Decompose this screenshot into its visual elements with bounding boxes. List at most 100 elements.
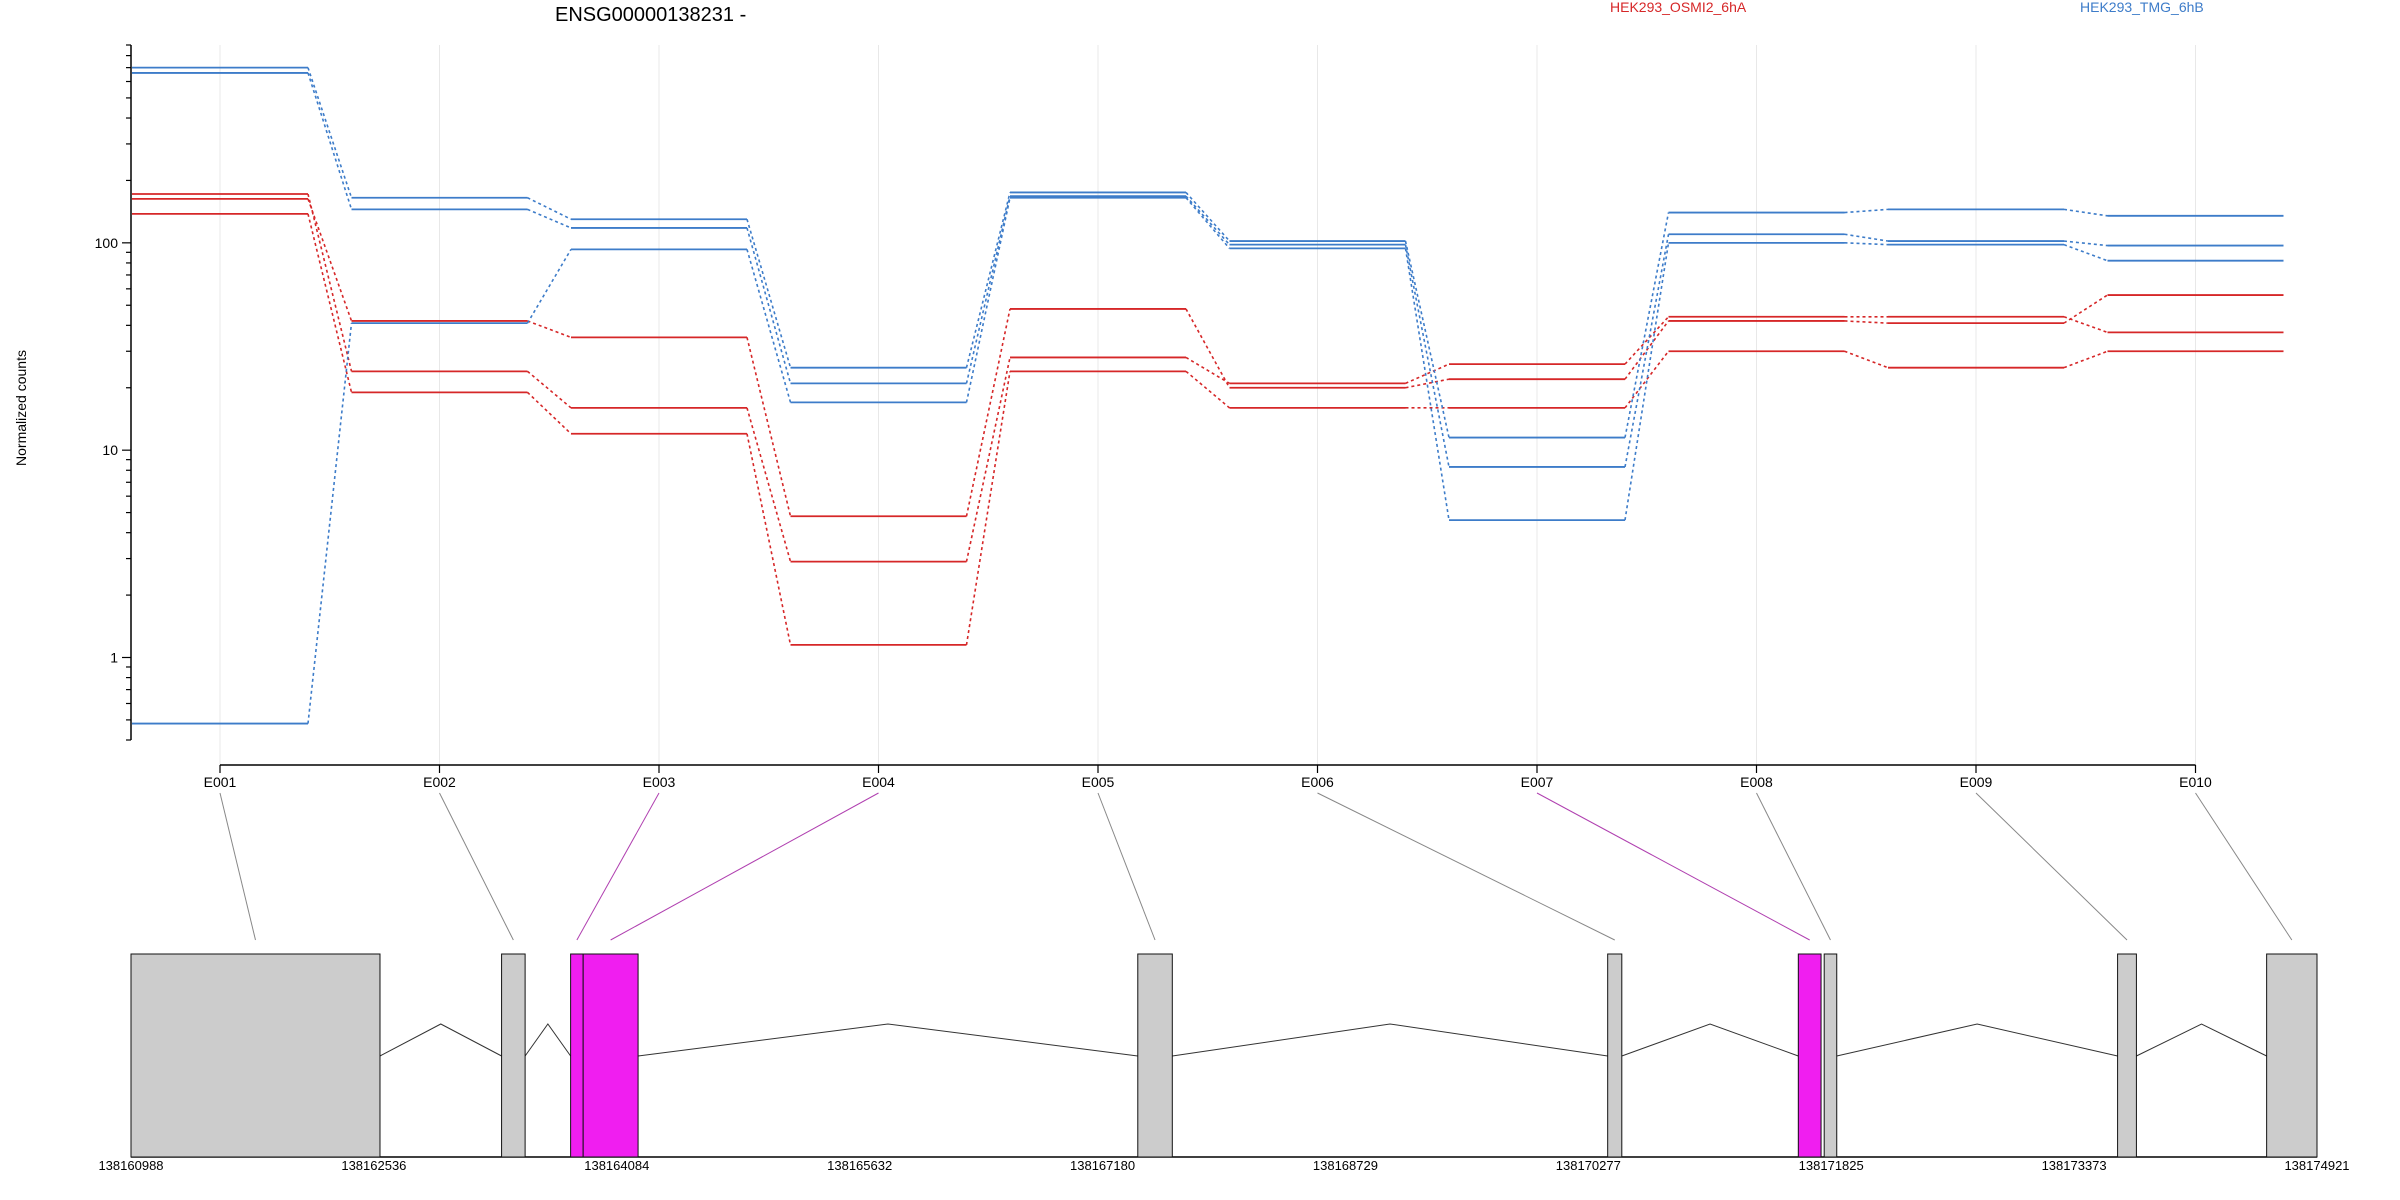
series-0-link-0 [307, 193, 353, 372]
intron-5 [1172, 1023, 1608, 1057]
series-3-link-3 [965, 192, 1011, 368]
genomic-coordinate-label: 138160988 [98, 1158, 163, 1173]
series-0-link-1 [526, 370, 572, 409]
y-tick-label-10: 10 [102, 442, 118, 458]
exon-e004 [582, 953, 639, 1158]
exon-e009 [2117, 953, 2137, 1158]
series-1-link-7 [1844, 320, 1889, 324]
series-lines [132, 66, 2284, 725]
exon-e003 [570, 953, 584, 1158]
connector-e008 [1756, 792, 1831, 941]
exon-e006 [1607, 953, 1623, 1158]
series-4-link-3 [965, 195, 1011, 384]
x-tick-label-e006: E006 [1301, 774, 1334, 790]
genomic-coordinate-label: 138173373 [2042, 1158, 2107, 1173]
series-3-link-7 [1844, 208, 1889, 214]
gene-model: 138160988 138162536 138164084 138165632 1381… [98, 953, 2350, 1173]
series-1-link-3 [965, 308, 1011, 517]
genomic-coordinate-label: 138171825 [1799, 1158, 1864, 1173]
genomic-coordinate-label: 138170277 [1556, 1158, 1621, 1173]
axes: 1 10 100 E001 E002 E003 E004 E005 E006 E007 E008 E0… [95, 44, 2212, 790]
series-2-link-0 [307, 213, 353, 393]
connector-e006 [1317, 792, 1615, 941]
connector-e004 [610, 792, 879, 941]
connector-e002 [439, 792, 514, 941]
series-5-link-3 [965, 197, 1011, 403]
x-tick-label-e004: E004 [862, 774, 895, 790]
series-1-link-6 [1624, 320, 1670, 380]
series-0-link-5 [1405, 363, 1450, 385]
chart-title: ENSG00000138231 - [555, 4, 746, 26]
series-4-link-2 [746, 227, 792, 384]
series-4-link-1 [527, 208, 572, 229]
genomic-coordinate-label: 138162536 [341, 1158, 406, 1173]
series-0-link-6 [1624, 316, 1670, 365]
series-1-link-5 [1405, 378, 1450, 389]
series-3-link-2 [746, 218, 792, 368]
series-5-link-2 [746, 249, 792, 403]
legend-entry-tmg: HEK293_TMG_6hB [2080, 0, 2204, 15]
series-2-link-2 [746, 433, 792, 646]
x-tick-label-e009: E009 [1960, 774, 1993, 790]
exon-e008 [1823, 953, 1838, 1158]
series-1-link-1 [527, 320, 572, 339]
series-5-link-0 [307, 323, 353, 724]
connector-e003 [576, 792, 660, 941]
x-tick-label-e007: E007 [1521, 774, 1554, 790]
series-4-link-6 [1624, 234, 1670, 468]
series-3-link-6 [1624, 212, 1670, 438]
intron-1 [379, 1023, 502, 1057]
x-tick-label-e002: E002 [423, 774, 456, 790]
genomic-coordinate-label: 138168729 [1313, 1158, 1378, 1173]
series-2-link-8 [2063, 350, 2108, 369]
genomic-coordinate-label: 138164084 [584, 1158, 649, 1173]
intron-6 [1621, 1023, 1799, 1057]
series-0-link-3 [965, 357, 1011, 562]
intron-9 [2136, 1023, 2267, 1057]
intron-4 [638, 1023, 1138, 1057]
genomic-coordinate-label: 138167180 [1070, 1158, 1135, 1173]
connector-e010 [2195, 792, 2293, 941]
y-tick-label-1: 1 [110, 649, 118, 665]
series-5-link-7 [1844, 242, 1889, 246]
series-5-link-6 [1624, 242, 1670, 521]
series-2-link-3 [965, 371, 1011, 646]
series-1-link-0 [307, 198, 353, 322]
series-4-link-0 [307, 72, 353, 210]
series-4-link-4 [1185, 195, 1231, 246]
x-tick-label-e001: E001 [204, 774, 237, 790]
series-5-link-4 [1185, 197, 1231, 249]
series-2-link-4 [1185, 370, 1231, 409]
connector-e001 [219, 792, 256, 941]
bin-to-exon-connectors [219, 792, 2293, 941]
connector-e005 [1097, 792, 1156, 941]
genomic-coordinate-label: 138165632 [827, 1158, 892, 1173]
x-gridlines [219, 45, 2196, 765]
x-tick-label-e010: E010 [2179, 774, 2212, 790]
series-5-link-1 [526, 248, 572, 324]
connector-e007 [1536, 792, 1810, 941]
exon-e007 [1797, 953, 1822, 1158]
y-axis-label: Normalized counts [13, 350, 29, 466]
exon-e001 [130, 953, 381, 1158]
series-0-link-2 [746, 407, 792, 562]
series-4-link-5 [1404, 244, 1450, 468]
x-tick-label-e003: E003 [643, 774, 676, 790]
series-2-link-1 [526, 391, 572, 435]
series-5-link-8 [2063, 243, 2108, 262]
exon-e010 [2266, 953, 2318, 1158]
exon-e002 [501, 953, 526, 1158]
genomic-coordinate-label: 138174921 [2284, 1158, 2349, 1173]
x-tick-label-e005: E005 [1082, 774, 1115, 790]
series-4-link-7 [1844, 233, 1889, 242]
connector-e009 [1975, 792, 2128, 941]
series-3-link-1 [527, 197, 572, 220]
series-3-link-8 [2063, 208, 2108, 217]
series-4-link-8 [2063, 240, 2108, 247]
intron-2 [524, 1023, 572, 1057]
series-3-link-0 [307, 67, 353, 199]
y-tick-label-100: 100 [95, 235, 119, 251]
series-5-link-5 [1404, 248, 1450, 521]
x-tick-label-e008: E008 [1740, 774, 1773, 790]
series-2-link-6 [1624, 350, 1670, 409]
